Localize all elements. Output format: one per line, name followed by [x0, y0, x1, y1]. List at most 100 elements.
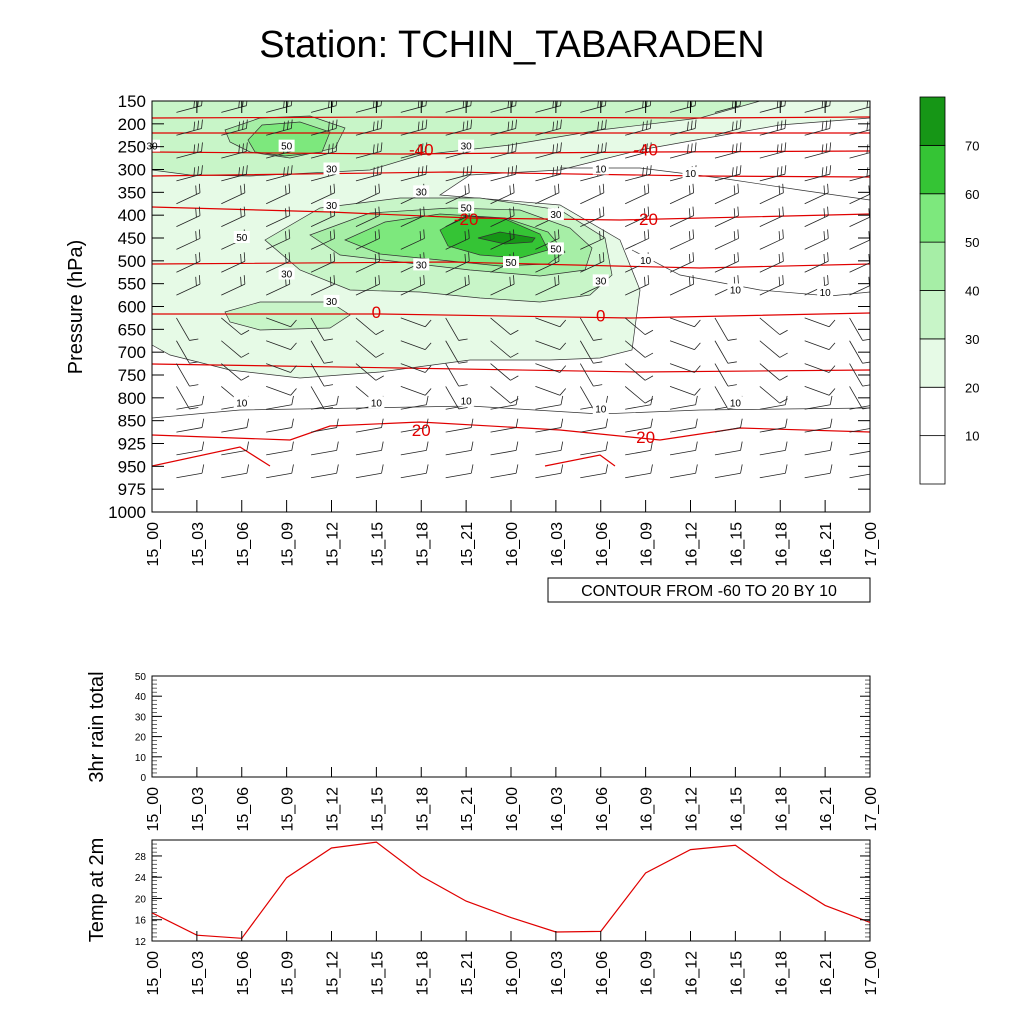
wind-barb-feather [780, 143, 783, 153]
wind-barb [355, 150, 382, 159]
contour-note-box [547, 577, 871, 603]
wind-barb [221, 472, 247, 479]
wind-barb [714, 317, 729, 341]
wind-barb-feather [912, 144, 913, 153]
wind-barb-feather [557, 183, 560, 193]
time-tick-label: 16_09 [639, 951, 656, 996]
wind-barb [400, 238, 425, 250]
value-tick-label: 24 [135, 873, 147, 884]
wind-barb [669, 192, 694, 205]
wind-barb [759, 192, 784, 205]
wind-barb [310, 386, 325, 410]
wind-barb-feather [201, 142, 203, 152]
wind-barb-feather [290, 388, 297, 396]
wind-barb [400, 404, 427, 410]
wind-barb-feather [866, 101, 869, 108]
wind-barb [714, 340, 729, 364]
wind-barb-feather [515, 165, 517, 175]
humidity-shade-30c [224, 301, 351, 331]
time-tick-label: 16_03 [549, 951, 566, 996]
pressure-tick-label: 250 [118, 138, 146, 157]
wind-barb [624, 363, 646, 381]
wind-barb-feather [288, 206, 291, 216]
wind-barb-feather [509, 185, 511, 195]
wind-barb [625, 238, 649, 250]
wind-barb-feather [650, 418, 653, 428]
wind-barb-feather [335, 142, 338, 152]
time-tick-label: 16_06 [594, 787, 611, 832]
wind-barb-feather [872, 207, 873, 216]
wind-barb [176, 215, 201, 227]
wind-barb-feather [733, 231, 736, 241]
wind-barb [266, 128, 292, 136]
wind-barb [490, 192, 515, 205]
wind-barb [669, 150, 696, 159]
wind-barb-feather [605, 464, 608, 474]
pressure-tick-label: 975 [118, 480, 146, 499]
wind-barb-feather [466, 166, 469, 176]
wind-barb [714, 386, 729, 410]
humidity-label-bg [592, 402, 609, 415]
value-tick-label: 10 [135, 753, 147, 764]
wind-barb-feather [827, 183, 829, 193]
wind-barb-feather [426, 441, 429, 451]
wind-barb-feather [189, 384, 199, 387]
wind-barb-feather [737, 275, 739, 285]
humidity-label-bg [503, 256, 519, 269]
time-tick-label: 16_15 [728, 522, 745, 567]
time-tick-label: 16_21 [818, 522, 835, 567]
wind-barb-feather [694, 319, 701, 328]
value-tick-label: 28 [135, 852, 147, 863]
wind-barb-feather [507, 167, 510, 177]
wind-barb-feather [825, 120, 828, 130]
wind-barb [849, 285, 870, 296]
wind-barb [804, 427, 831, 433]
wind-barb-feather [240, 185, 242, 195]
wind-barb-feather [605, 441, 608, 451]
wind-barb [804, 215, 829, 227]
wind-barb [400, 472, 427, 479]
wind-barb-feather [557, 229, 560, 239]
wind-barb [176, 238, 201, 250]
temperature-contours [152, 116, 870, 467]
wind-barb-feather [511, 143, 514, 153]
wind-barb-feather [778, 231, 781, 241]
wind-barb-feather [425, 119, 428, 129]
wind-barb-feather [872, 275, 873, 284]
wind-barb-feather [333, 229, 336, 239]
wind-barb [266, 317, 291, 328]
wind-barb-feather [513, 183, 515, 193]
wind-barb-feather [285, 208, 287, 218]
wind-barb-feather [193, 101, 195, 108]
wind-barb-feather [329, 231, 332, 241]
wind-barb [579, 363, 594, 387]
wind-barb [176, 363, 190, 387]
time-tick-label: 16_12 [684, 522, 701, 567]
wind-barb [490, 427, 517, 433]
wind-barb-feather [827, 275, 829, 285]
wind-barb [804, 472, 831, 479]
time-tick-label: 15_15 [369, 522, 386, 567]
wind-barb-feather [871, 166, 872, 175]
wind-barb [759, 340, 780, 358]
wind-barb-feather [914, 185, 915, 194]
wind-barb-feather [331, 120, 334, 130]
humidity-contour-label: 30 [595, 276, 607, 287]
wind-barb [490, 404, 517, 410]
humidity-contour-label: 10 [730, 286, 742, 297]
rain-time-axis: 15_00 15_03 15_06 15_09 15_12 15_15 15_18 15_21… [145, 767, 880, 832]
wind-barb [535, 238, 560, 250]
wind-barb [535, 283, 560, 296]
wind-barb-feather [374, 185, 377, 195]
wind-barb [714, 472, 741, 479]
wind-barb-feather [323, 407, 334, 410]
wind-barb-feather [875, 464, 877, 473]
time-tick-label: 15_21 [459, 522, 476, 567]
wind-barb-feather [423, 229, 425, 239]
wind-barb [445, 283, 470, 296]
wind-barb-feather [378, 206, 380, 216]
wind-barb-feather [287, 101, 289, 107]
pressure-tick-label: 550 [118, 275, 146, 294]
wind-barb-feather [380, 119, 383, 129]
